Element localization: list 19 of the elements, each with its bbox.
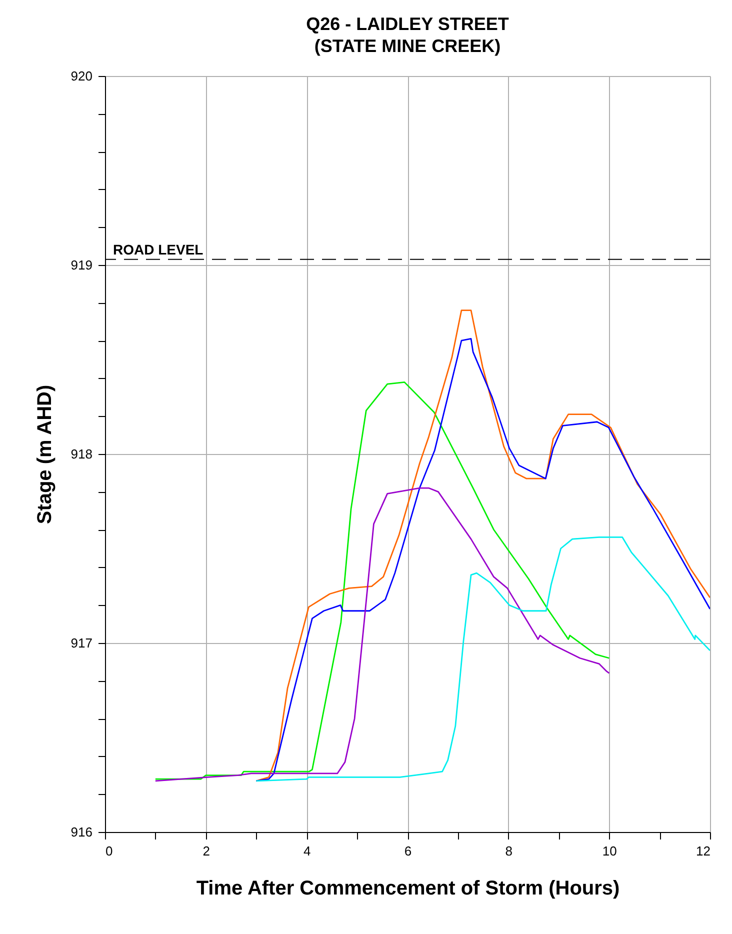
line-series — [154, 487, 610, 782]
x-tick-label: 0 — [106, 844, 113, 858]
ref-line-label: ROAD LEVEL — [113, 241, 204, 258]
y-tick-label: 920 — [70, 68, 92, 84]
y-axis-title: Stage (m AHD) — [34, 384, 56, 524]
y-tick-label: 918 — [70, 446, 92, 462]
x-tick-label: 12 — [696, 844, 710, 858]
x-tick-label: 6 — [404, 844, 412, 858]
line-series — [256, 536, 710, 782]
y-tick-label: 917 — [70, 636, 92, 650]
x-tick-label: 10 — [602, 844, 617, 858]
chart-title: Q26 - LAIDLEY STREET (STATE MINE CREEK) — [306, 14, 509, 56]
y-tick-label: 919 — [70, 258, 92, 272]
x-axis-title: Time After Commencement of Storm (Hours) — [196, 878, 620, 900]
x-tick-label: 8 — [505, 844, 512, 858]
x-tick-label: 4 — [304, 844, 311, 858]
x-tick-label: 2 — [202, 844, 210, 858]
line-series — [154, 381, 610, 780]
y-tick-label: 916 — [70, 824, 92, 840]
